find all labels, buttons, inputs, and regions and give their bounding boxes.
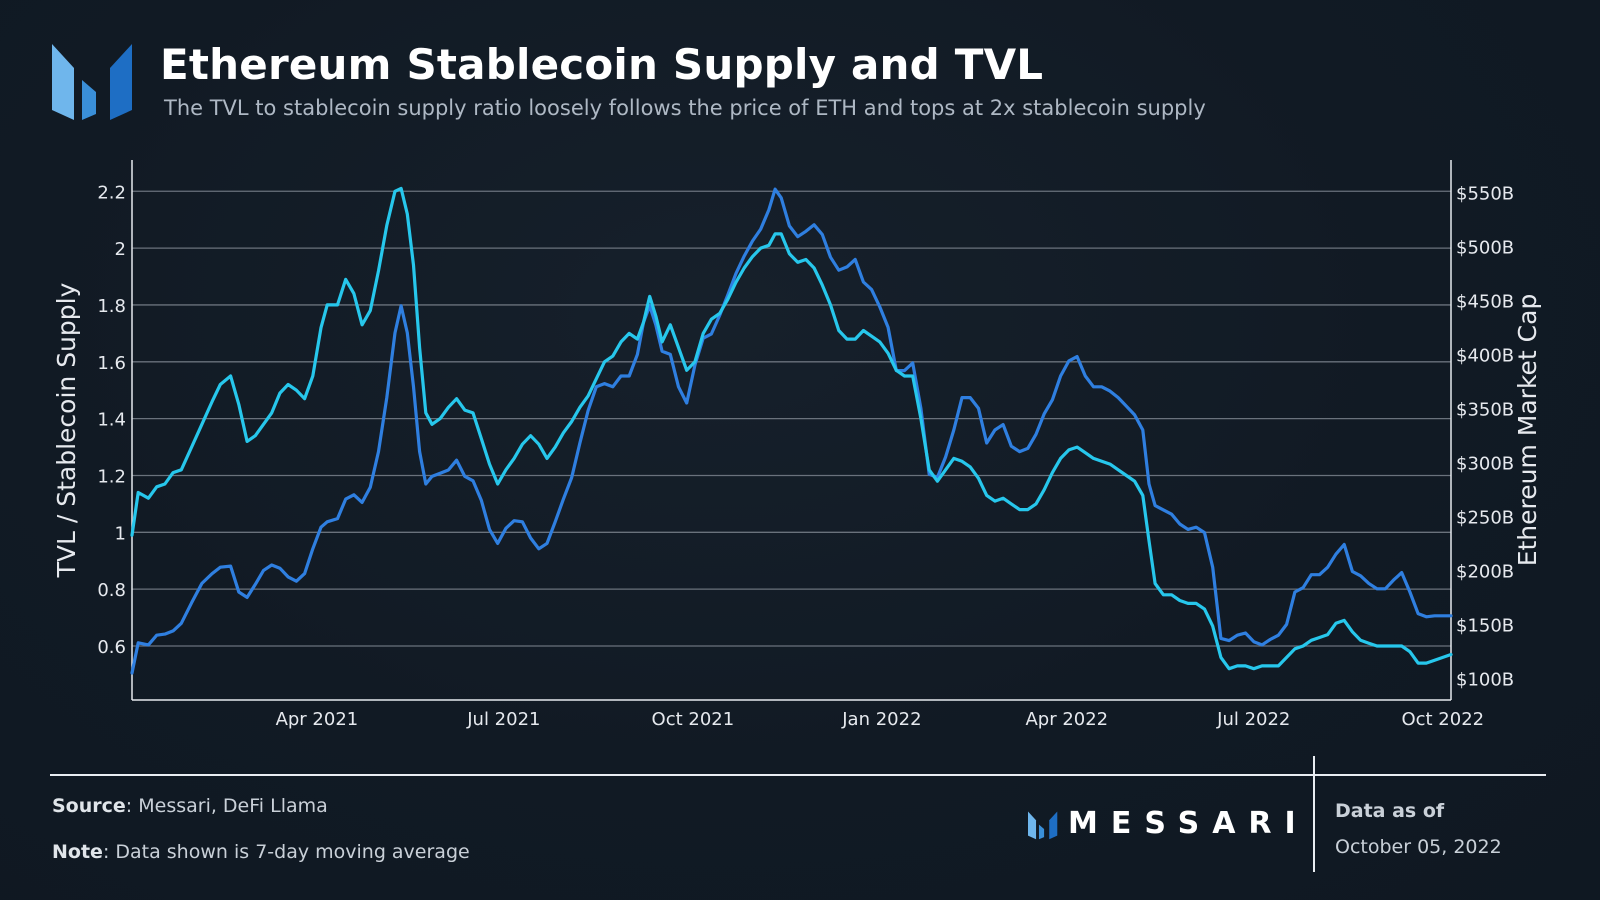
- right-tick-label: $250B: [1456, 507, 1514, 528]
- source-text: : Messari, DeFi Llama: [125, 795, 328, 817]
- left-tick-label: 1.8: [97, 296, 126, 317]
- x-tick-label: Oct 2022: [1401, 709, 1484, 730]
- left-tick-label: 0.6: [97, 637, 126, 658]
- right-axis-title: Ethereum Market Cap: [1513, 294, 1542, 567]
- chart-gridlines: [132, 190, 1451, 647]
- source-note: Source: Messari, DeFi Llama: [52, 795, 328, 817]
- series-line-ratio: [130, 186, 1453, 671]
- note-text: : Data shown is 7-day moving average: [102, 841, 470, 863]
- source-label: Source: [52, 795, 126, 817]
- x-tick-label: Jul 2022: [1216, 709, 1290, 730]
- messari-brand-icon: [1028, 811, 1058, 840]
- right-tick-label: $550B: [1456, 183, 1514, 204]
- left-axis-title: TVL / Stablecoin Supply: [52, 282, 81, 578]
- right-tick-label: $100B: [1456, 669, 1514, 690]
- left-tick-label: 1: [115, 523, 126, 544]
- logo-bar-middle: [82, 80, 96, 120]
- series-line-market-cap: [130, 187, 1453, 675]
- chart-axes: [131, 160, 1452, 701]
- x-tick-label: Oct 2021: [652, 709, 735, 730]
- right-tick-label: $450B: [1456, 291, 1514, 312]
- right-tick-label: $350B: [1456, 399, 1514, 420]
- logo-bar-left: [52, 44, 74, 120]
- left-axis-ticks: 0.6 0.8 1 1.2 1.4 1.6 1.8 2 2.2: [97, 182, 126, 658]
- right-tick-label: $150B: [1456, 615, 1514, 636]
- right-tick-label: $400B: [1456, 345, 1514, 366]
- x-tick-label: Apr 2022: [1025, 709, 1108, 730]
- logo-bar-right: [110, 44, 132, 120]
- x-tick-label: Jan 2022: [841, 709, 921, 730]
- data-note: Note: Data shown is 7-day moving average: [52, 841, 470, 863]
- x-axis-ticks: Apr 2021 Jul 2021 Oct 2021 Jan 2022 Apr 2022…: [276, 709, 1485, 730]
- footer-divider: [50, 774, 1546, 776]
- brand-wordmark: MESSARI: [1068, 806, 1309, 841]
- left-tick-label: 0.8: [97, 580, 126, 601]
- data-as-of-date: October 05, 2022: [1335, 836, 1502, 858]
- chart-series: [130, 186, 1453, 675]
- left-tick-label: 2: [115, 239, 126, 260]
- right-tick-label: $300B: [1456, 453, 1514, 474]
- left-tick-label: 1.6: [97, 353, 126, 374]
- footer-vertical-divider: [1313, 756, 1315, 872]
- right-tick-label: $500B: [1456, 237, 1514, 258]
- left-tick-label: 2.2: [97, 182, 126, 203]
- right-axis-ticks: $100B $150B $200B $250B $300B $350B $400B $450B…: [1456, 183, 1514, 690]
- data-as-of-label: Data as of: [1335, 800, 1445, 822]
- note-label: Note: [52, 841, 103, 863]
- x-tick-label: Apr 2021: [276, 709, 359, 730]
- messari-logo-icon: [52, 44, 132, 120]
- left-tick-label: 1.4: [97, 410, 126, 431]
- left-tick-label: 1.2: [97, 466, 126, 487]
- x-tick-label: Jul 2021: [466, 709, 540, 730]
- page-subtitle: The TVL to stablecoin supply ratio loose…: [164, 96, 1206, 120]
- right-tick-label: $200B: [1456, 561, 1514, 582]
- page-title: Ethereum Stablecoin Supply and TVL: [160, 40, 1044, 89]
